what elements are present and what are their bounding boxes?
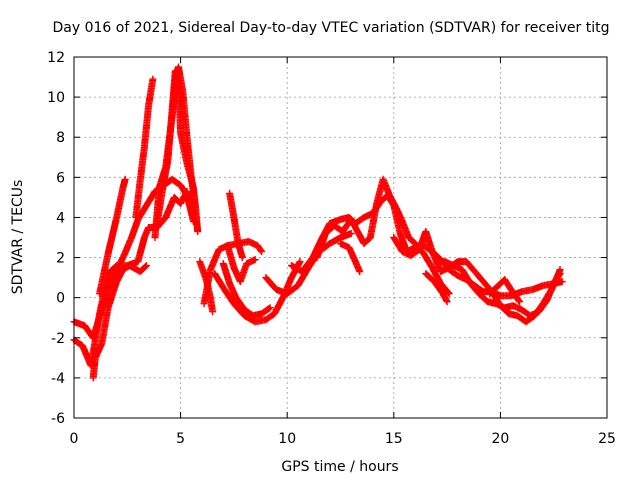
series-markers (432, 258, 564, 320)
series-track-7 (153, 67, 199, 227)
y-tick-label: 10 (47, 90, 65, 106)
series-markers (153, 67, 199, 227)
y-tick-label: -2 (51, 331, 65, 347)
series-track-19 (432, 258, 564, 320)
series-track-12 (224, 242, 259, 286)
series-track-5 (132, 75, 157, 221)
y-tick-label: 12 (47, 50, 65, 66)
series-track-13 (226, 189, 246, 262)
x-tick-label: 15 (385, 431, 403, 447)
series-markers (313, 175, 453, 298)
series-markers (224, 242, 259, 286)
series-track-17 (337, 240, 364, 276)
series-markers (219, 260, 274, 320)
series-markers (132, 75, 157, 221)
series-markers (89, 262, 150, 382)
chart-title: Day 016 of 2021, Sidereal Day-to-day VTE… (53, 20, 610, 36)
series-track-16 (313, 175, 453, 298)
series-track-3 (89, 262, 150, 382)
series-track-21 (486, 276, 524, 306)
x-tick-label: 0 (70, 431, 79, 447)
data-series (70, 63, 566, 382)
axis-ticks: 0 5 10 15 20 25 -6 -4 -2 0 2 4 6 8 10 12 (47, 50, 616, 447)
series-track-9 (200, 238, 266, 308)
x-tick-label: 20 (491, 431, 509, 447)
y-axis-label: SDTVAR / TECUs (10, 180, 26, 295)
y-tick-label: 4 (56, 210, 65, 226)
series-markers (486, 276, 524, 306)
series-markers (226, 189, 246, 262)
y-tick-label: 8 (56, 130, 65, 146)
y-tick-label: 6 (56, 170, 65, 186)
series-markers (200, 238, 266, 308)
x-axis-label: GPS time / hours (281, 459, 398, 475)
series-markers (96, 175, 129, 298)
plot-frame (73, 56, 608, 419)
series-track-11 (219, 260, 274, 320)
x-tick-label: 5 (176, 431, 185, 447)
y-tick-label: -6 (51, 411, 65, 427)
y-tick-label: -4 (51, 371, 65, 387)
x-tick-label: 10 (278, 431, 296, 447)
y-tick-label: 2 (56, 251, 65, 267)
series-track-2 (70, 187, 197, 370)
y-tick-label: 0 (56, 291, 65, 307)
series-markers (422, 270, 451, 306)
series-track-20 (422, 270, 451, 306)
series-track-4 (96, 175, 129, 298)
x-tick-label: 25 (598, 431, 616, 447)
series-markers (70, 187, 197, 370)
series-markers (337, 240, 364, 276)
